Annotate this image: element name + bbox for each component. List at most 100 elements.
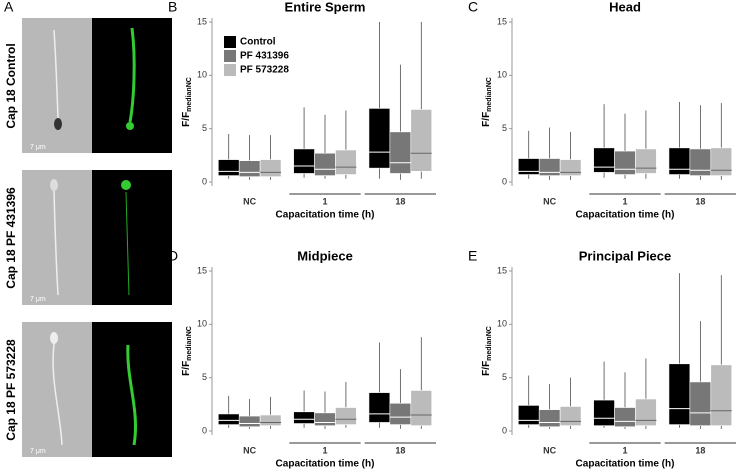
chart-title: Entire Sperm <box>285 0 366 14</box>
box <box>389 402 412 425</box>
box <box>635 148 657 174</box>
box <box>259 159 282 177</box>
legend-label: PF 431396 <box>240 51 289 62</box>
box <box>368 392 391 423</box>
box <box>710 147 733 176</box>
y-tick-label: 5 <box>202 123 207 133</box>
panel-label: A <box>4 0 14 15</box>
x-tick-label: NC <box>543 445 556 455</box>
head-signal <box>121 180 131 190</box>
x-tick-label: NC <box>543 196 556 206</box>
y-tick-label: 10 <box>497 319 507 329</box>
box <box>238 160 261 177</box>
y-axis-label-main: F/F <box>481 112 492 127</box>
box <box>668 363 691 425</box>
y-axis-label-sub: medianNC <box>486 77 493 112</box>
box <box>689 148 712 176</box>
y-axis-label: F/FmedianNC <box>481 77 493 127</box>
y-tick-label: 5 <box>502 123 507 133</box>
y-axis-label-main: F/F <box>181 112 192 127</box>
box <box>538 409 561 428</box>
legend-label: PF 573228 <box>240 65 289 76</box>
y-tick-label: 15 <box>197 16 207 26</box>
box <box>217 413 240 425</box>
box <box>593 399 615 426</box>
box <box>614 407 636 428</box>
box <box>410 109 433 172</box>
y-axis-label: F/FmedianNC <box>181 77 193 127</box>
panel-label: C <box>468 0 478 15</box>
y-tick-label: 10 <box>197 319 207 329</box>
sperm-signal <box>126 344 138 446</box>
x-tick-label: 18 <box>395 196 405 206</box>
y-tick-label: 0 <box>502 176 507 186</box>
sperm-signal <box>125 191 130 296</box>
legend-label: Control <box>240 37 276 48</box>
box <box>517 158 540 175</box>
box <box>217 159 240 176</box>
box <box>689 381 712 426</box>
box <box>238 415 261 428</box>
x-tick-label: NC <box>243 445 256 455</box>
x-tick-label: 1 <box>322 445 327 455</box>
panel-label: B <box>168 0 177 15</box>
legend-swatch <box>224 64 236 76</box>
panel-label: E <box>468 248 477 264</box>
chart-title: Principal Piece <box>579 248 672 263</box>
box <box>668 147 691 175</box>
scale-bar-label: 7 μm <box>30 296 46 303</box>
x-axis-label: Capacitation time (h) <box>576 459 675 470</box>
micrograph-row: Cap 18 PF 573228 7 μm <box>4 322 172 457</box>
box <box>710 364 733 426</box>
box <box>559 406 582 426</box>
box <box>368 108 391 169</box>
box <box>410 390 433 426</box>
box <box>314 412 336 426</box>
chart-title: Head <box>609 0 641 14</box>
y-tick-label: 0 <box>502 425 507 435</box>
box <box>314 152 336 176</box>
x-tick-label: 1 <box>622 196 627 206</box>
y-tick-label: 15 <box>197 265 207 275</box>
chart-title: Midpiece <box>297 248 353 263</box>
row-label: Cap 18 PF 431396 <box>4 187 18 289</box>
y-axis-label-sub: medianNC <box>486 326 493 361</box>
y-tick-label: 5 <box>202 372 207 382</box>
scale-bar-label: 7 μm <box>30 448 46 455</box>
x-tick-label: NC <box>243 196 256 206</box>
box <box>293 411 315 424</box>
brightfield-image <box>22 322 92 457</box>
micrograph-row: Cap 18 PF 431396 7 μm <box>4 170 172 305</box>
y-axis-label-main: F/F <box>481 361 492 376</box>
box <box>559 159 582 176</box>
sperm-signal <box>128 27 136 123</box>
row-label: Cap 18 PF 573228 <box>4 339 18 441</box>
box <box>635 398 657 426</box>
y-tick-label: 5 <box>502 372 507 382</box>
sperm-head <box>54 118 62 130</box>
x-axis-label: Capacitation time (h) <box>276 459 375 470</box>
legend-swatch <box>224 36 236 48</box>
x-axis-label: Capacitation time (h) <box>576 210 675 221</box>
y-axis-label-sub: medianNC <box>186 326 193 361</box>
panel-label: D <box>168 248 178 264</box>
micrograph-row: Cap 18 Control 7 μm <box>4 18 172 153</box>
x-tick-label: 1 <box>622 445 627 455</box>
y-tick-label: 0 <box>202 176 207 186</box>
box <box>335 407 357 425</box>
sperm-head <box>50 179 58 191</box>
fluorescence-image <box>92 170 172 305</box>
y-axis-label: F/FmedianNC <box>181 326 193 376</box>
box <box>593 147 615 173</box>
sperm-outline <box>53 29 59 119</box>
x-tick-label: 18 <box>695 196 705 206</box>
y-tick-label: 0 <box>202 425 207 435</box>
box <box>517 405 540 425</box>
legend-swatch <box>224 50 236 62</box>
box <box>389 131 412 174</box>
box <box>614 150 636 175</box>
y-axis-label-main: F/F <box>181 361 192 376</box>
y-tick-label: 15 <box>497 16 507 26</box>
y-tick-label: 10 <box>497 70 507 80</box>
